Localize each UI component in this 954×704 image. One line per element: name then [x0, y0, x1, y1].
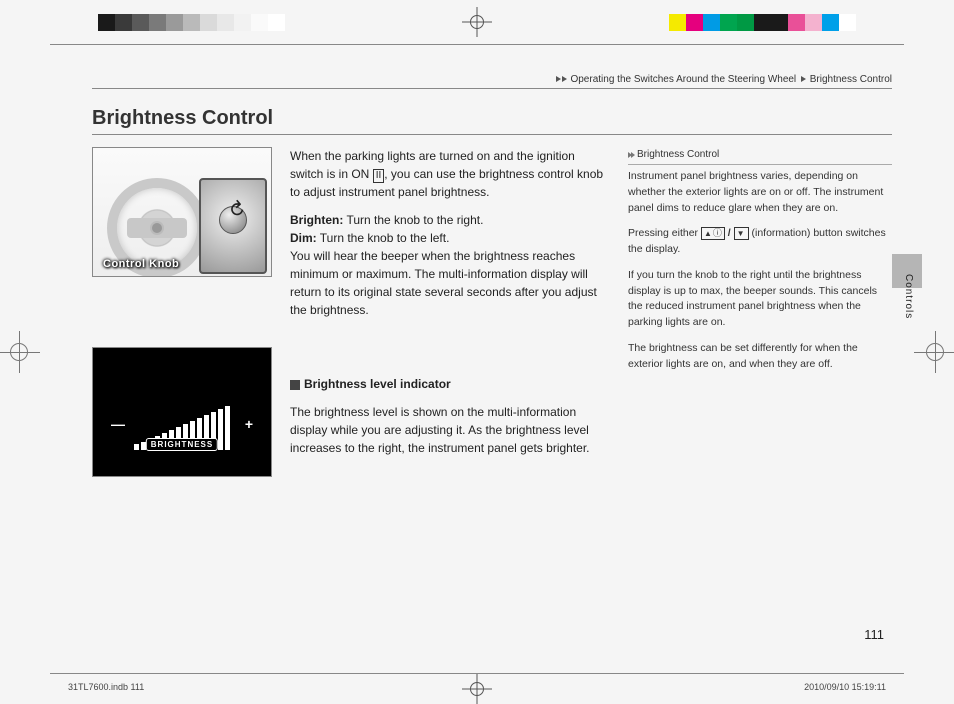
breadcrumb: Operating the Switches Around the Steeri…: [92, 74, 892, 89]
crop-line-top: [50, 44, 904, 45]
double-chevron-icon: [628, 152, 634, 158]
crosshair-icon: [466, 11, 488, 33]
section-tab-label: Controls: [903, 274, 914, 319]
sidebar-p3: If you turn the knob to the right until …: [628, 268, 892, 331]
crosshair-icon: [466, 678, 488, 700]
breadcrumb-page: Brightness Control: [810, 74, 892, 85]
brightness-word: BRIGHTNESS: [146, 438, 218, 451]
colorbar-right: [669, 14, 856, 31]
info-down-icon: [734, 227, 749, 240]
colorbar-left: [98, 14, 285, 31]
body-p1: When the parking lights are turned on an…: [290, 147, 604, 201]
body-p4: The brightness level is shown on the mul…: [290, 403, 604, 457]
sidebar-p4: The brightness can be set differently fo…: [628, 341, 892, 373]
breadcrumb-section: Operating the Switches Around the Steeri…: [570, 74, 796, 85]
sidebar-column: Brightness Control Instrument panel brig…: [622, 147, 892, 477]
footer-timestamp: 2010/09/10 15:19:11: [804, 682, 886, 692]
chevron-right-icon: [556, 76, 561, 82]
figure-column: ↻ Control Knob — + BRIGHTNESS: [92, 147, 272, 477]
plus-icon: +: [245, 416, 253, 432]
page-title: Brightness Control: [92, 107, 892, 135]
registration-bar-top: [0, 12, 954, 32]
info-up-icon: ⓘ: [701, 227, 725, 240]
chevron-right-icon: [562, 76, 567, 82]
minus-icon: —: [111, 416, 125, 432]
square-bullet-icon: [290, 380, 300, 390]
knob-panel: ↻: [199, 178, 267, 274]
chevron-right-icon: [801, 76, 806, 82]
control-knob-label: Control Knob: [103, 258, 179, 270]
footer-filename: 31TL7600.indb 111: [68, 682, 144, 692]
sidebar-p2: Pressing either ⓘ / (information) button…: [628, 226, 892, 258]
body-brighten: Brighten: Turn the knob to the right.Dim…: [290, 211, 604, 319]
crop-mark-left: [4, 337, 34, 367]
body-column: When the parking lights are turned on an…: [290, 147, 604, 477]
ignition-on-icon: II: [373, 169, 385, 183]
crop-mark-right: [920, 337, 950, 367]
sidebar-heading: Brightness Control: [628, 147, 892, 165]
dashboard-figure: ↻ Control Knob: [92, 147, 272, 277]
brightness-indicator-figure: — + BRIGHTNESS: [92, 347, 272, 477]
sidebar-p1: Instrument panel brightness varies, depe…: [628, 169, 892, 216]
page-content: Operating the Switches Around the Steeri…: [92, 74, 892, 664]
page-number: 111: [864, 627, 884, 642]
subsection-heading: Brightness level indicator: [290, 375, 604, 393]
